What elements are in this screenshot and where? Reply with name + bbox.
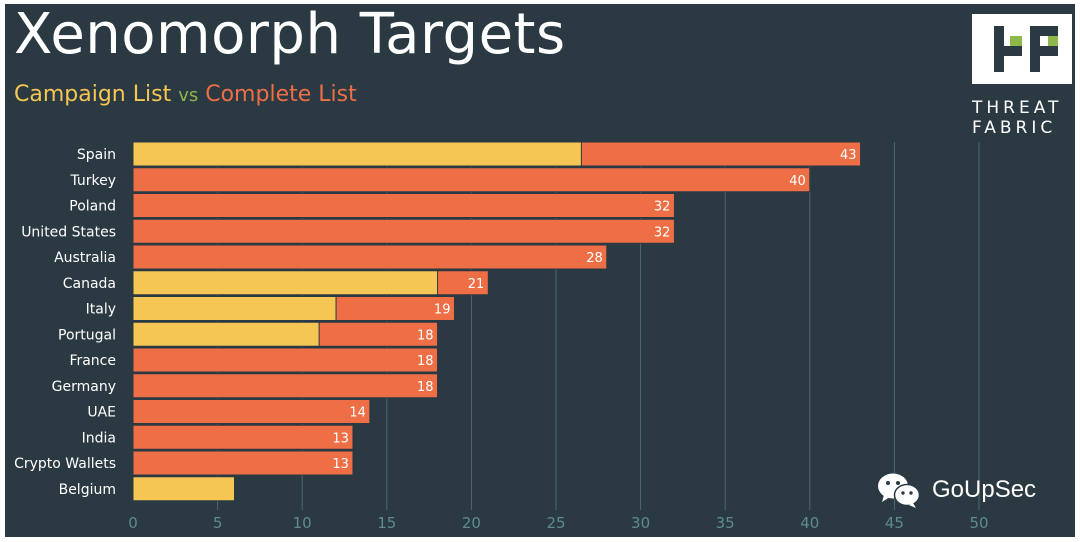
bar-complete-list — [132, 424, 354, 450]
legend-vs: vs — [178, 85, 199, 106]
bar-complete-list — [132, 450, 354, 476]
category-label: France — [69, 353, 116, 369]
category-label: Portugal — [58, 327, 116, 343]
bar-complete-list — [132, 244, 608, 270]
data-label: 18 — [417, 380, 434, 395]
x-tick-label: 0 — [128, 514, 138, 532]
bar-complete-list — [132, 373, 439, 399]
x-tick-label: 35 — [716, 514, 735, 532]
category-label: UAE — [87, 405, 116, 421]
bar-complete-list — [132, 399, 371, 424]
watermark-text: GoUpSec — [932, 476, 1037, 503]
bar-campaign-list — [132, 270, 439, 296]
data-label: 13 — [332, 431, 349, 446]
data-label: 21 — [468, 277, 485, 292]
legend-complete-list: Complete List — [205, 82, 357, 107]
category-label: Turkey — [69, 173, 116, 189]
category-label: India — [82, 430, 116, 446]
bar-complete-list — [132, 347, 439, 373]
bar-campaign-list — [132, 476, 236, 502]
bar-campaign-list — [132, 296, 337, 321]
x-tick-label: 15 — [377, 514, 396, 532]
category-label: Belgium — [59, 482, 116, 498]
logo-text-threat: THREAT — [972, 98, 1063, 118]
bar-complete-list — [132, 218, 675, 244]
category-label: Spain — [77, 147, 116, 163]
category-label: Canada — [63, 276, 116, 292]
bar-campaign-list — [132, 321, 320, 347]
threatfabric-logo-mark — [972, 14, 1072, 84]
x-tick-label: 10 — [293, 514, 312, 532]
bar-campaign-list — [132, 141, 582, 167]
data-label: 32 — [654, 200, 671, 215]
threatfabric-logo: THREAT FABRIC — [972, 14, 1072, 139]
category-label: Poland — [69, 199, 116, 215]
category-label: United States — [21, 224, 116, 240]
bar-complete-list — [132, 167, 811, 193]
category-label: Australia — [54, 250, 116, 266]
data-label: 18 — [417, 354, 434, 369]
x-tick-label: 50 — [969, 514, 988, 532]
x-tick-label: 45 — [885, 514, 904, 532]
x-tick-label: 20 — [462, 514, 481, 532]
data-label: 28 — [586, 251, 603, 266]
data-label: 19 — [434, 303, 451, 318]
wechat-icon — [878, 473, 921, 508]
data-label: 40 — [789, 174, 806, 189]
chart-title: Xenomorph Targets — [14, 2, 566, 67]
data-label: 14 — [349, 406, 366, 421]
data-label: 13 — [332, 457, 349, 472]
data-label: 32 — [654, 225, 671, 240]
watermark: GoUpSec — [876, 470, 1036, 510]
legend-campaign-list: Campaign List — [14, 82, 172, 107]
x-tick-label: 40 — [800, 514, 819, 532]
bar-complete-list — [132, 193, 675, 218]
logo-text-fabric: FABRIC — [972, 118, 1057, 138]
category-label: Italy — [86, 302, 116, 318]
x-tick-label: 25 — [546, 514, 565, 532]
category-label: Germany — [52, 379, 116, 395]
category-label: Crypto Wallets — [14, 456, 116, 472]
x-tick-label: 30 — [631, 514, 650, 532]
data-label: 18 — [417, 328, 434, 343]
chart-subtitle: Campaign List vs Complete List — [14, 82, 357, 107]
data-label: 43 — [840, 148, 857, 163]
x-tick-label: 5 — [213, 514, 223, 532]
